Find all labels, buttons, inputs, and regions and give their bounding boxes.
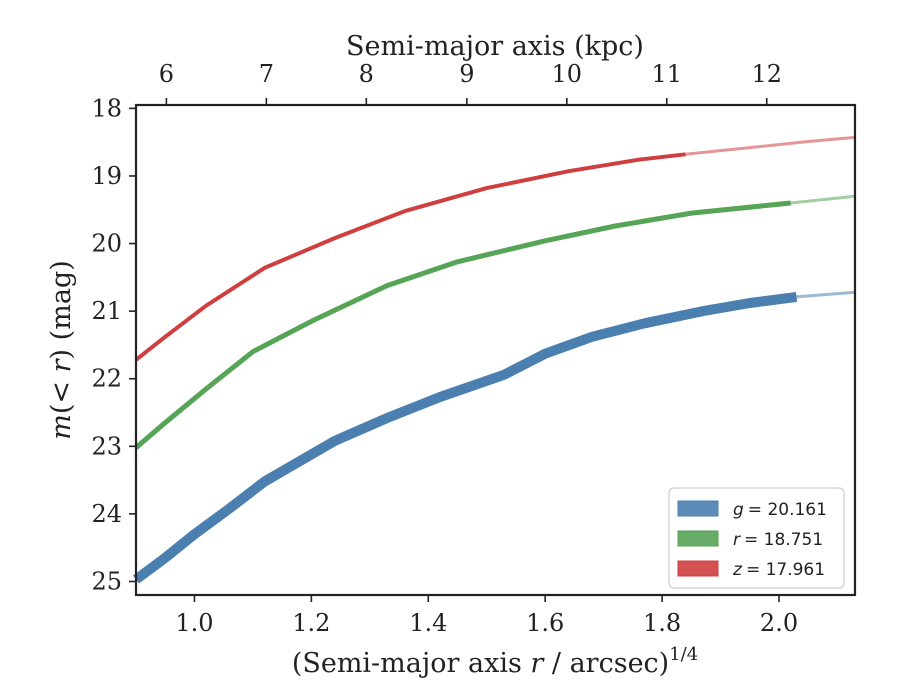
y-tick-label: 23 [91,432,122,460]
legend: g = 20.161 r = 18.751 z = 17.961 [668,487,845,589]
x-axis-title-exponent: 1/4 [669,644,698,665]
x-tick-label: 1.2 [292,609,330,637]
x-axis-title-prefix: (Semi-major axis [292,648,531,679]
y-axis-title-unit: ) (mag) [46,260,77,359]
y-axis-title: m(< r) (mag) [46,260,77,439]
legend-entry-z: z = 17.961 [732,560,825,580]
y-tick-label: 25 [91,567,122,595]
legend-var-g: g [733,500,744,520]
y-tick-label: 19 [91,162,122,190]
x-tick-label: 1.8 [643,609,681,637]
legend-value-z: = 17.961 [746,560,825,580]
top-x-tick-label: 8 [359,60,374,88]
y-axis-title-symbol: m [46,414,77,440]
legend-value-g: = 20.161 [748,500,827,520]
y-tick-label: 20 [91,230,122,258]
legend-var-z: z [732,560,743,580]
legend-swatch-g [677,500,719,517]
top-x-tick-label: 7 [259,60,274,88]
legend-entry-g: g = 20.161 [733,500,827,520]
y-axis-title-open: (< [46,372,77,414]
top-x-tick-label: 6 [159,60,174,88]
x-tick-label: 1.6 [526,609,564,637]
x-axis-title: (Semi-major axis r / arcsec)1/4 [292,644,698,679]
ticks-layer: 1.0 1.2 1.4 1.6 1.8 2.0 18 19 20 21 22 23 24 25 6 7 8 9 10… [91,60,798,637]
legend-var-r: r [733,530,741,550]
legend-swatch-r [677,530,719,547]
y-tick-label: 18 [91,94,122,122]
y-tick-label: 21 [91,297,122,325]
x-tick-label: 2.0 [760,609,798,637]
series-r-faded-line [135,194,856,449]
series-g-band [133,291,798,584]
top-x-tick-label: 10 [552,60,583,88]
top-x-tick-label: 12 [751,60,782,88]
x-tick-label: 1.0 [175,609,213,637]
y-tick-label: 22 [91,365,122,393]
plot-frame [134,103,857,597]
legend-value-r: = 18.751 [744,530,823,550]
top-x-tick-label: 11 [652,60,683,88]
y-tick-label: 24 [91,500,122,528]
series-layer [133,135,856,584]
legend-entry-r: r = 18.751 [733,530,823,550]
top-x-tick-label: 9 [459,60,474,88]
legend-swatch-z [677,560,719,577]
top-x-axis-title: Semi-major axis (kpc) [346,31,644,62]
x-tick-label: 1.4 [409,609,447,637]
series-z-band [134,152,686,362]
x-axis-title-unit: / arcsec) [543,648,669,679]
y-axis-title-variable: r [46,357,77,372]
series-z-faded-line [135,135,856,361]
series-r-band [134,200,791,450]
x-axis-title-variable: r [530,648,545,679]
